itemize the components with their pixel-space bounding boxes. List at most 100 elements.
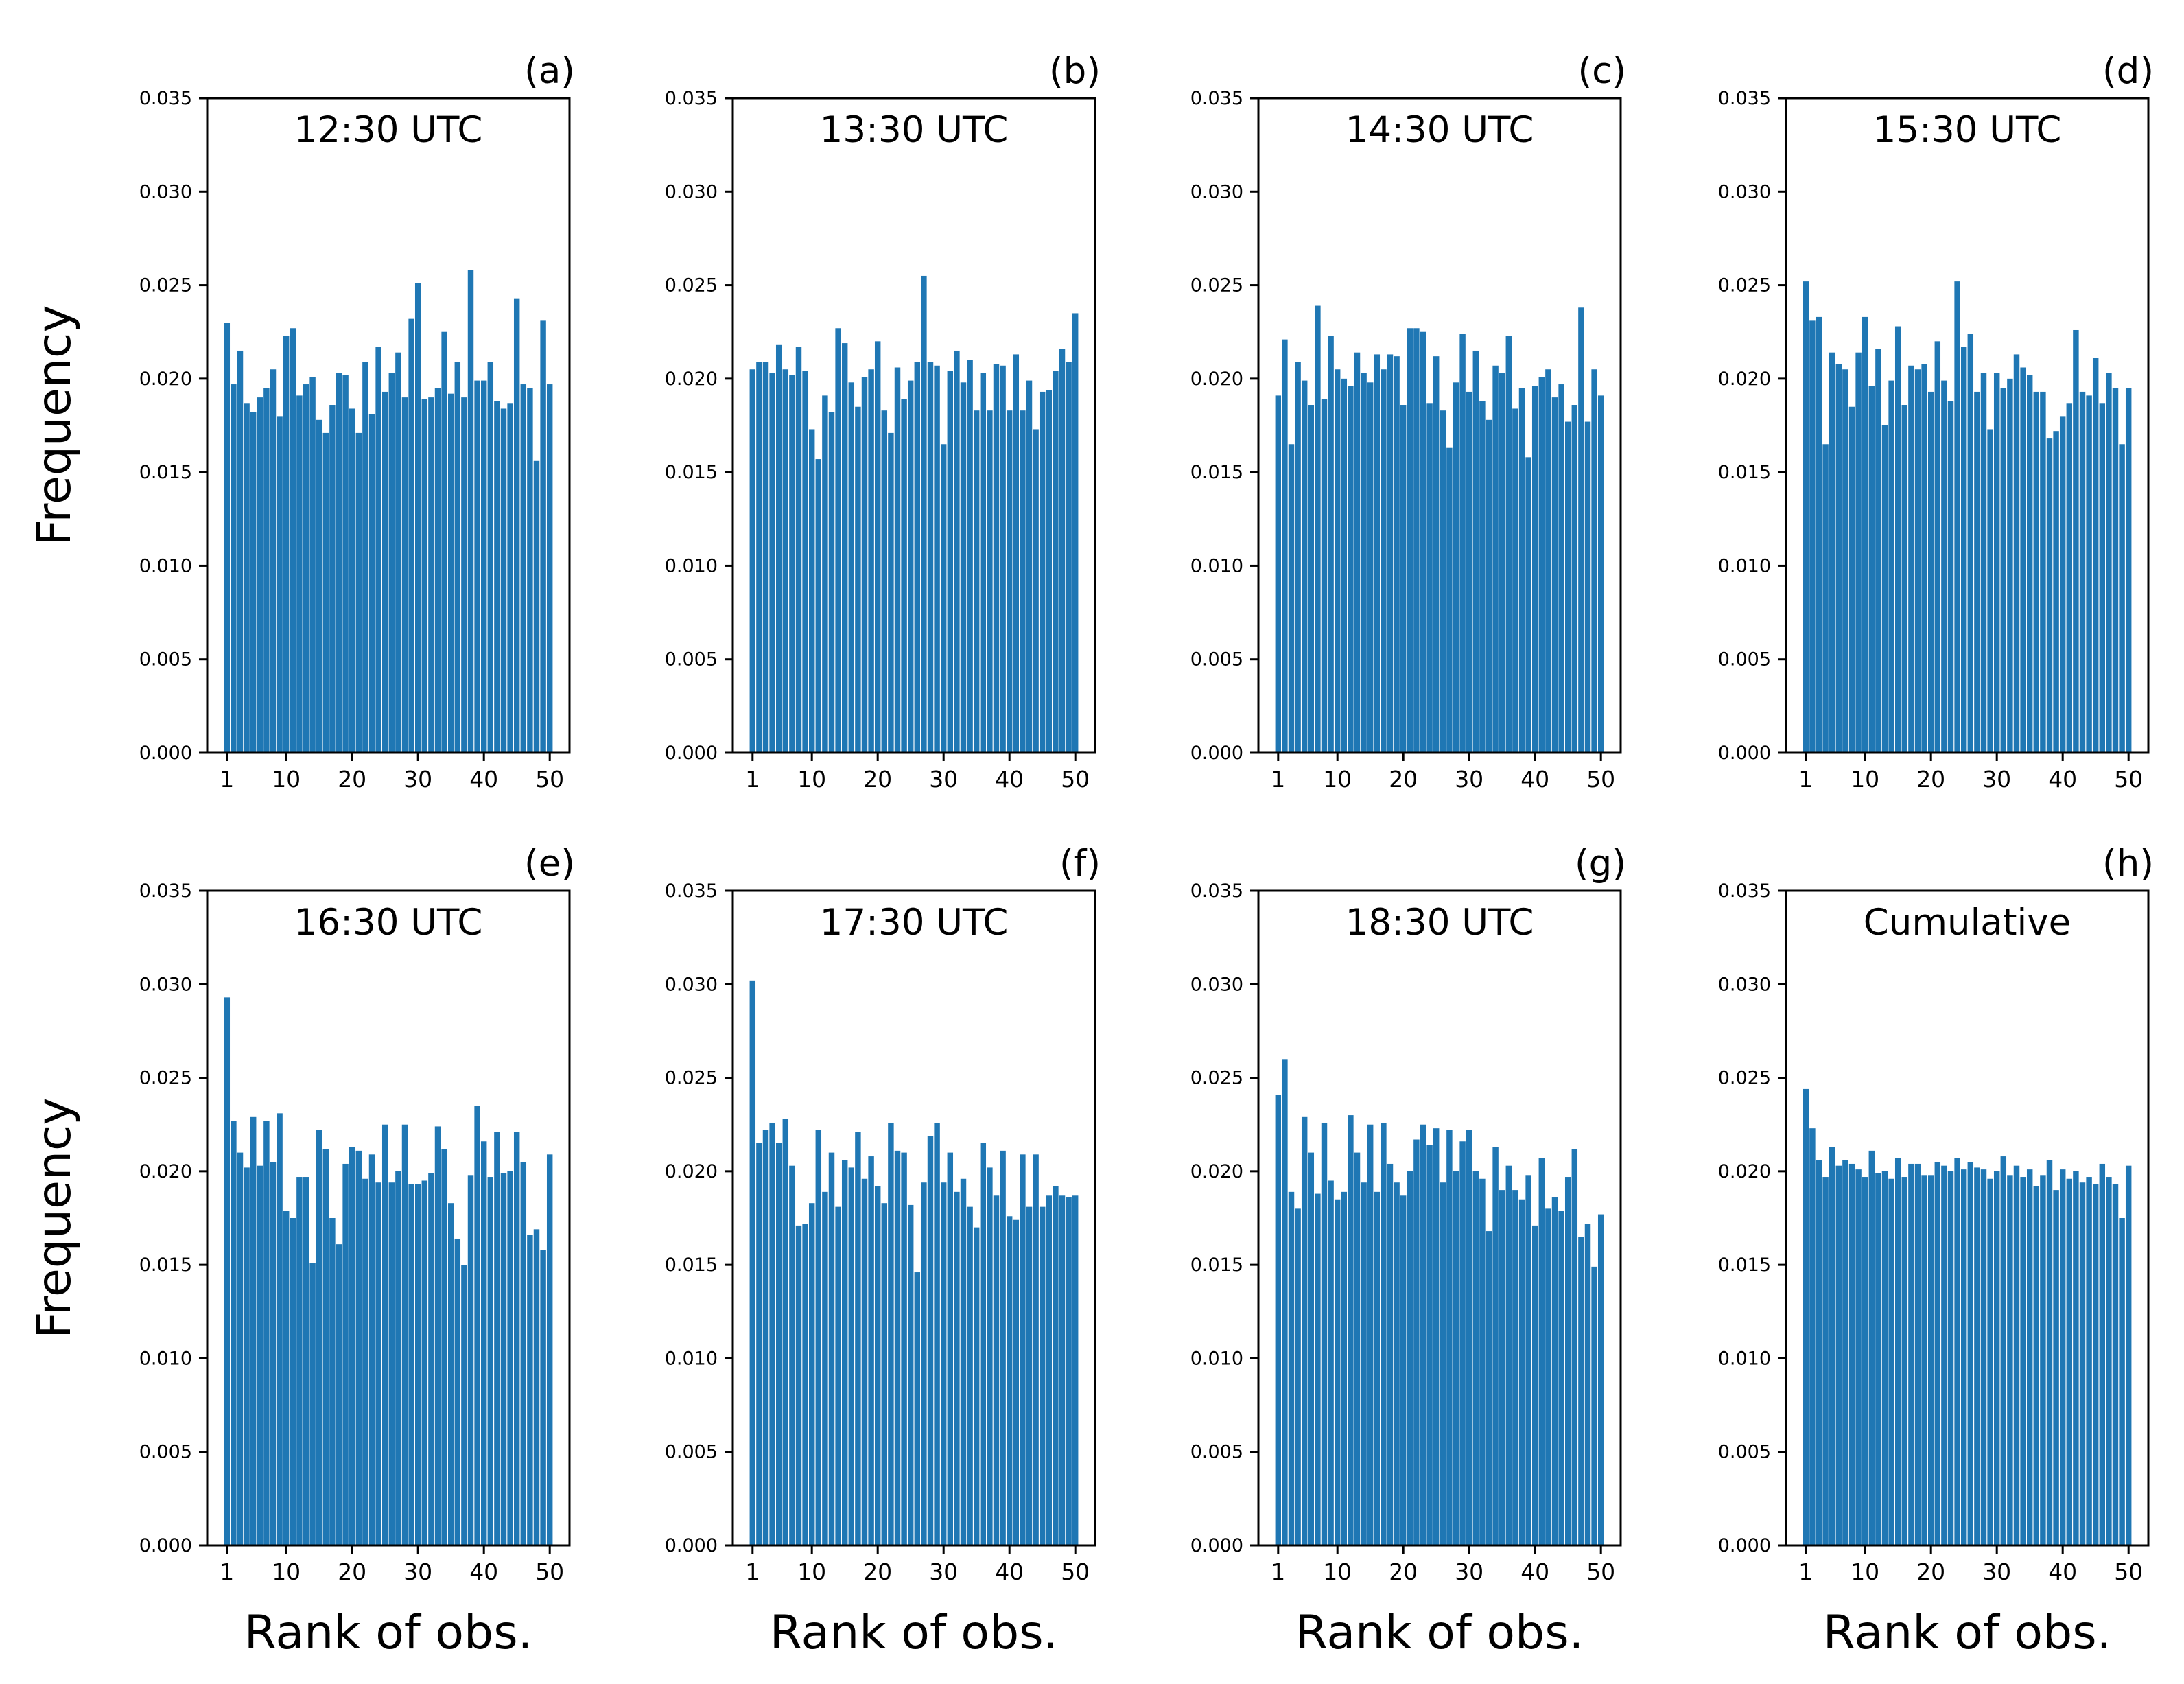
bar — [1564, 421, 1571, 753]
bar — [1315, 1193, 1321, 1545]
y-tick-label: 0.005 — [1190, 649, 1243, 670]
bar — [1000, 1150, 1006, 1545]
bar — [500, 408, 507, 753]
bar — [1321, 1122, 1328, 1545]
bar — [1960, 347, 1967, 753]
bar — [1993, 373, 2000, 753]
bar — [789, 375, 795, 753]
x-axis-label: Rank of obs. — [1295, 1606, 1584, 1660]
bar — [1848, 406, 1855, 753]
bar — [1571, 405, 1578, 753]
bar — [1348, 1115, 1354, 1545]
bar — [1072, 313, 1079, 753]
y-tick-label: 0.020 — [1718, 369, 1771, 390]
bar — [546, 1154, 553, 1545]
bar — [533, 1229, 540, 1545]
bar — [1367, 382, 1374, 753]
bar — [987, 1167, 993, 1545]
y-tick-label: 0.010 — [1190, 555, 1243, 576]
x-tick-label: 10 — [272, 1558, 301, 1585]
bar — [414, 283, 421, 753]
bar — [1993, 1171, 2000, 1545]
bar — [454, 1238, 461, 1545]
x-axis-label: Rank of obs. — [1823, 1606, 2111, 1660]
bar — [1453, 382, 1459, 753]
bar — [1894, 1158, 1901, 1545]
bar — [2066, 1178, 2073, 1545]
bar — [1848, 1163, 1855, 1545]
bar — [1394, 356, 1400, 753]
bar — [1947, 1171, 1954, 1545]
bar — [1282, 339, 1288, 753]
bar — [855, 406, 861, 753]
bar — [1921, 364, 1927, 753]
bar — [342, 1163, 349, 1545]
y-tick-label: 0.015 — [665, 1254, 718, 1276]
bar — [1328, 1180, 1334, 1545]
bar — [1026, 1206, 1033, 1545]
bar — [1308, 1152, 1315, 1545]
bar — [1531, 386, 1538, 753]
bar — [756, 362, 762, 753]
panel-label: (b) — [1049, 50, 1101, 92]
bar — [441, 1149, 447, 1545]
x-tick-label: 40 — [469, 766, 498, 793]
bar — [1518, 1199, 1525, 1545]
bar — [888, 432, 894, 753]
bar — [1440, 410, 1446, 753]
bar — [1466, 1130, 1472, 1545]
bar — [1842, 369, 1848, 753]
bar — [290, 1218, 296, 1545]
bar — [2046, 438, 2053, 753]
bar — [401, 1124, 408, 1545]
bar — [244, 403, 250, 753]
x-tick-label: 50 — [1061, 1558, 1090, 1585]
panel-label: (e) — [524, 843, 575, 885]
bar — [237, 1152, 244, 1545]
bar — [1066, 1197, 1072, 1545]
bar — [1499, 373, 1505, 753]
bar — [2112, 388, 2119, 753]
bar — [1564, 1177, 1571, 1545]
bar — [414, 1184, 421, 1545]
x-tick-label: 1 — [220, 766, 234, 793]
bar — [1816, 316, 1822, 753]
bar — [329, 405, 336, 753]
bar — [993, 1195, 1000, 1545]
bar — [1835, 1165, 1842, 1545]
y-tick-label: 0.020 — [665, 369, 718, 390]
bar — [1525, 1175, 1531, 1545]
bar — [2073, 329, 2079, 753]
bar — [1822, 1177, 1829, 1545]
y-tick-label: 0.020 — [139, 369, 192, 390]
bar — [848, 382, 855, 753]
bar — [1479, 1178, 1486, 1545]
y-tick-label: 0.000 — [1718, 1535, 1771, 1556]
bar — [1888, 380, 1894, 753]
bar — [1315, 305, 1321, 753]
bar — [296, 395, 303, 753]
y-tick-label: 0.035 — [1718, 880, 1771, 902]
bar — [1941, 1165, 1947, 1545]
bar — [1433, 356, 1440, 753]
bar — [1459, 334, 1466, 753]
y-tick-label: 0.000 — [665, 1535, 718, 1556]
bar — [2007, 1175, 2013, 1545]
bar — [914, 1272, 921, 1545]
bar — [1059, 1195, 1066, 1545]
bar — [336, 1244, 342, 1545]
bar — [283, 336, 290, 753]
bar — [1486, 1231, 1492, 1545]
bar — [1453, 1171, 1459, 1545]
bar — [855, 1132, 861, 1545]
bar — [1288, 444, 1295, 753]
bar — [527, 388, 533, 753]
bar — [1538, 377, 1545, 753]
bar — [960, 382, 967, 753]
bar — [316, 1130, 322, 1545]
y-tick-label: 0.025 — [665, 275, 718, 296]
bar — [381, 1124, 388, 1545]
bar — [1894, 326, 1901, 753]
bar — [2106, 373, 2112, 753]
y-tick-label: 0.025 — [139, 275, 192, 296]
